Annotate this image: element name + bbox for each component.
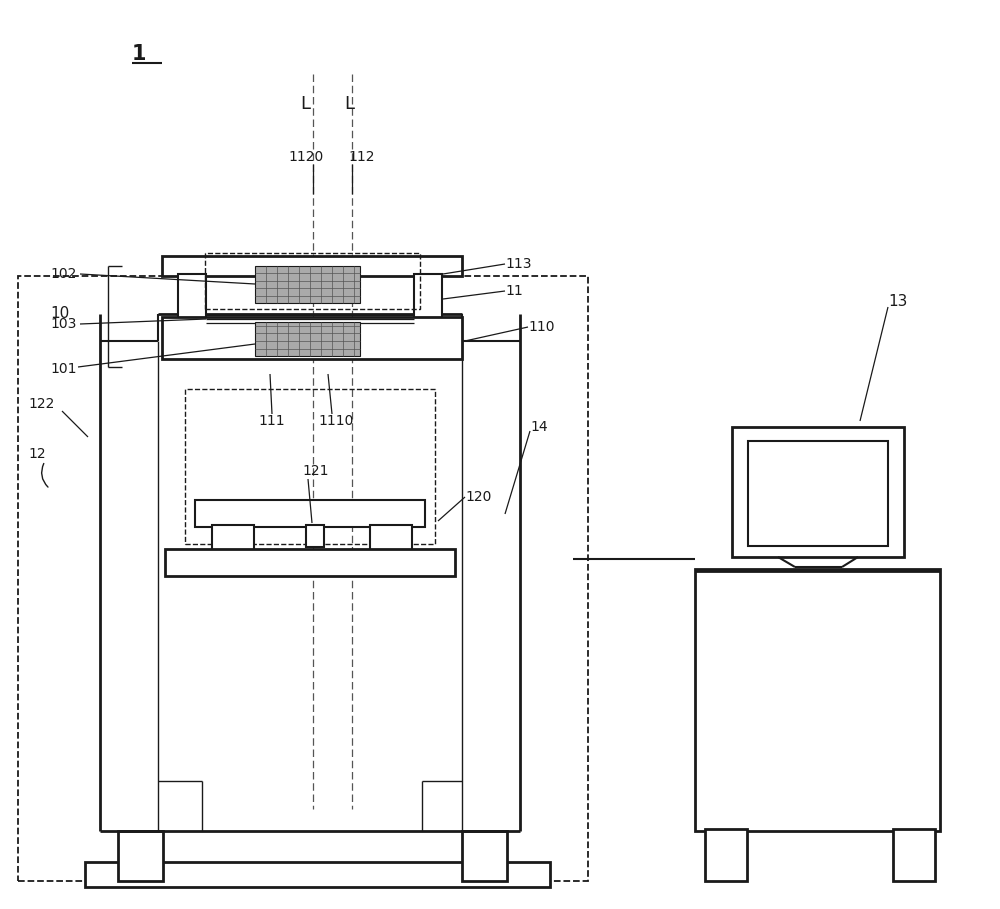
Text: 11: 11 (505, 284, 523, 298)
Bar (18, 276, 588, 881)
Bar (255, 266, 360, 303)
Bar (85, 862, 550, 887)
Bar (162, 256, 462, 276)
Bar (695, 569, 940, 831)
Text: 13: 13 (888, 294, 907, 308)
Text: 102: 102 (50, 267, 76, 281)
Text: L: L (300, 95, 310, 113)
Text: 121: 121 (302, 464, 328, 478)
Bar (162, 317, 462, 359)
Bar (195, 500, 425, 527)
Bar (205, 253, 420, 309)
Bar (178, 274, 206, 319)
Bar (255, 322, 360, 356)
Bar (893, 829, 935, 881)
Bar (732, 427, 904, 557)
Bar (212, 525, 254, 551)
Text: 1110: 1110 (318, 414, 353, 428)
Bar (748, 441, 888, 546)
Bar (306, 525, 324, 547)
Text: 112: 112 (348, 150, 374, 164)
Text: L: L (344, 95, 354, 113)
Text: 111: 111 (258, 414, 285, 428)
Bar (705, 829, 747, 881)
Text: 10: 10 (50, 306, 69, 322)
Text: 103: 103 (50, 317, 76, 331)
Text: 1: 1 (132, 44, 146, 64)
Text: 101: 101 (50, 362, 76, 376)
Text: 122: 122 (28, 397, 54, 411)
Bar (462, 831, 507, 881)
Bar (118, 831, 163, 881)
Bar (165, 549, 455, 576)
Bar (414, 274, 442, 319)
Bar (370, 525, 412, 551)
Text: 113: 113 (505, 257, 532, 271)
Text: 120: 120 (465, 490, 491, 504)
Text: 1120: 1120 (288, 150, 323, 164)
Text: 12: 12 (28, 447, 46, 461)
Bar (185, 389, 435, 544)
Text: 14: 14 (530, 420, 548, 434)
Text: 110: 110 (528, 320, 554, 334)
